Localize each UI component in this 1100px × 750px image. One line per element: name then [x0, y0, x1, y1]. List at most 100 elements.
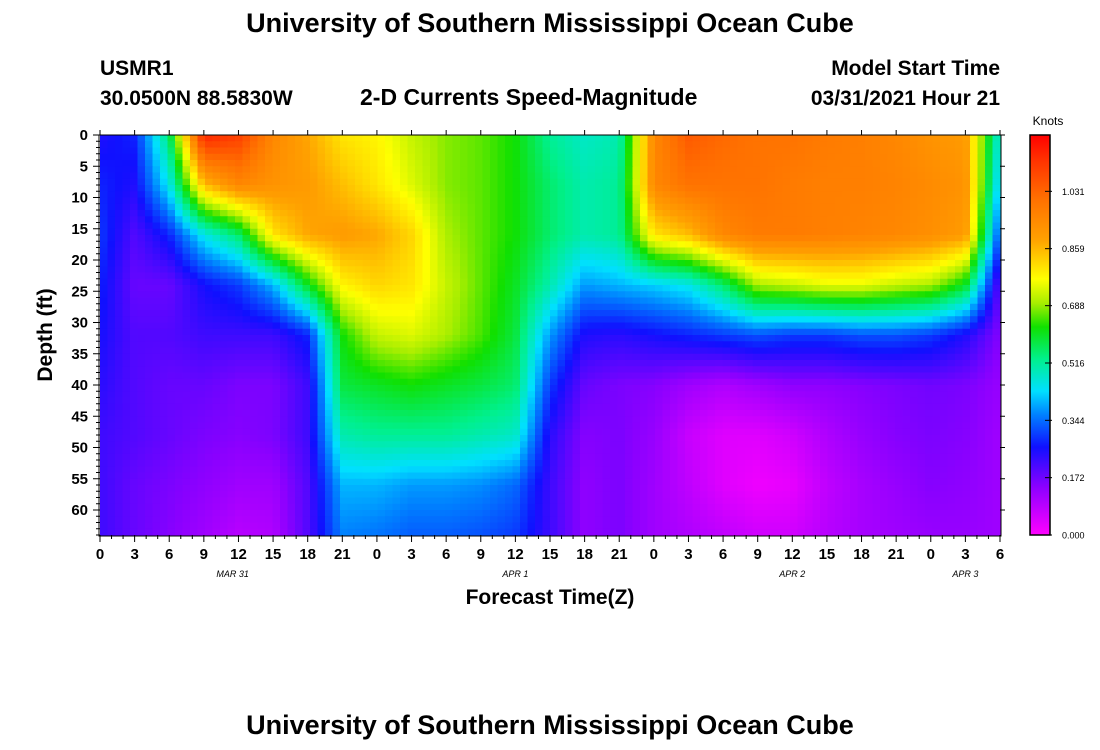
- heatmap-cell: [842, 341, 851, 349]
- heatmap-cell: [385, 147, 394, 155]
- heatmap-cell: [182, 172, 191, 180]
- heatmap-cell: [257, 353, 266, 361]
- heatmap-cell: [782, 260, 791, 267]
- heatmap-cell: [820, 247, 829, 255]
- heatmap-cell: [842, 141, 851, 149]
- heatmap-cell: [265, 228, 274, 236]
- heatmap-cell: [115, 297, 124, 305]
- heatmap-cell: [272, 178, 281, 186]
- heatmap-cell: [220, 197, 229, 205]
- heatmap-cell: [910, 353, 919, 361]
- heatmap-cell: [767, 260, 776, 267]
- heatmap-cell: [692, 178, 701, 186]
- heatmap-cell: [370, 285, 379, 292]
- heatmap-cell: [362, 191, 371, 199]
- heatmap-cell: [767, 278, 776, 286]
- heatmap-cell: [670, 210, 679, 217]
- heatmap-cell: [887, 185, 896, 192]
- heatmap-cell: [580, 285, 589, 292]
- heatmap-cell: [895, 216, 904, 224]
- heatmap-cell: [775, 172, 784, 180]
- heatmap-cell: [212, 247, 221, 255]
- heatmap-cell: [857, 341, 866, 349]
- heatmap-cell: [812, 360, 821, 367]
- heatmap-cell: [842, 303, 851, 311]
- heatmap-cell: [557, 385, 566, 392]
- heatmap-cell: [332, 278, 341, 286]
- heatmap-cell: [887, 366, 896, 374]
- heatmap-cell: [572, 266, 581, 274]
- heatmap-cell: [182, 372, 191, 380]
- heatmap-cell: [872, 291, 881, 299]
- heatmap-cell: [437, 335, 446, 342]
- heatmap-cell: [985, 366, 994, 374]
- heatmap-cell: [565, 247, 574, 255]
- heatmap-cell: [685, 378, 694, 386]
- heatmap-cell: [677, 191, 686, 199]
- heatmap-cell: [325, 235, 334, 242]
- heatmap-cell: [662, 172, 671, 180]
- heatmap-cell: [722, 278, 731, 286]
- heatmap-cell: [745, 297, 754, 305]
- heatmap-cell: [662, 266, 671, 274]
- heatmap-cell: [370, 316, 379, 324]
- heatmap-cell: [385, 197, 394, 205]
- heatmap-cell: [992, 297, 1001, 305]
- heatmap-cell: [902, 372, 911, 380]
- heatmap-cell: [880, 385, 889, 392]
- heatmap-cell: [580, 353, 589, 361]
- heatmap-cell: [647, 372, 656, 380]
- heatmap-cell: [325, 316, 334, 324]
- heatmap-cell: [670, 385, 679, 392]
- heatmap-cell: [122, 141, 131, 149]
- heatmap-cell: [227, 378, 236, 386]
- heatmap-cell: [857, 228, 866, 236]
- heatmap-cell: [430, 353, 439, 361]
- heatmap-cell: [257, 216, 266, 224]
- heatmap-cell: [707, 353, 716, 361]
- heatmap-cell: [947, 303, 956, 311]
- heatmap-cell: [497, 216, 506, 224]
- heatmap-cell: [790, 135, 799, 142]
- heatmap-cell: [977, 216, 986, 224]
- heatmap-cell: [115, 197, 124, 205]
- heatmap-cell: [167, 391, 176, 399]
- heatmap-cell: [475, 197, 484, 205]
- heatmap-cell: [287, 385, 296, 392]
- heatmap-cell: [205, 347, 214, 355]
- heatmap-cell: [520, 247, 529, 255]
- heatmap-cell: [475, 335, 484, 342]
- heatmap-cell: [797, 347, 806, 355]
- heatmap-cell: [752, 241, 761, 249]
- heatmap-cell: [445, 222, 454, 230]
- heatmap-cell: [887, 135, 896, 142]
- heatmap-cell: [145, 341, 154, 349]
- heatmap-cell: [685, 316, 694, 324]
- heatmap-cell: [175, 272, 184, 280]
- heatmap-cell: [947, 347, 956, 355]
- heatmap-cell: [190, 178, 199, 186]
- heatmap-cell: [182, 303, 191, 311]
- heatmap-cell: [355, 278, 364, 286]
- heatmap-cell: [332, 322, 341, 330]
- heatmap-cell: [272, 385, 281, 392]
- heatmap-cell: [445, 135, 454, 142]
- heatmap-cell: [782, 160, 791, 167]
- heatmap-cell: [692, 160, 701, 167]
- heatmap-cell: [362, 178, 371, 186]
- heatmap-cell: [797, 253, 806, 261]
- heatmap-cell: [122, 278, 131, 286]
- heatmap-cell: [707, 341, 716, 349]
- heatmap-cell: [227, 272, 236, 280]
- heatmap-cell: [850, 191, 859, 199]
- heatmap-cell: [407, 322, 416, 330]
- heatmap-cell: [640, 322, 649, 330]
- heatmap-cell: [265, 172, 274, 180]
- heatmap-cell: [655, 241, 664, 249]
- heatmap-cell: [865, 335, 874, 342]
- heatmap-cell: [550, 247, 559, 255]
- heatmap-cell: [182, 235, 191, 242]
- heatmap-cell: [655, 247, 664, 255]
- heatmap-cell: [242, 278, 251, 286]
